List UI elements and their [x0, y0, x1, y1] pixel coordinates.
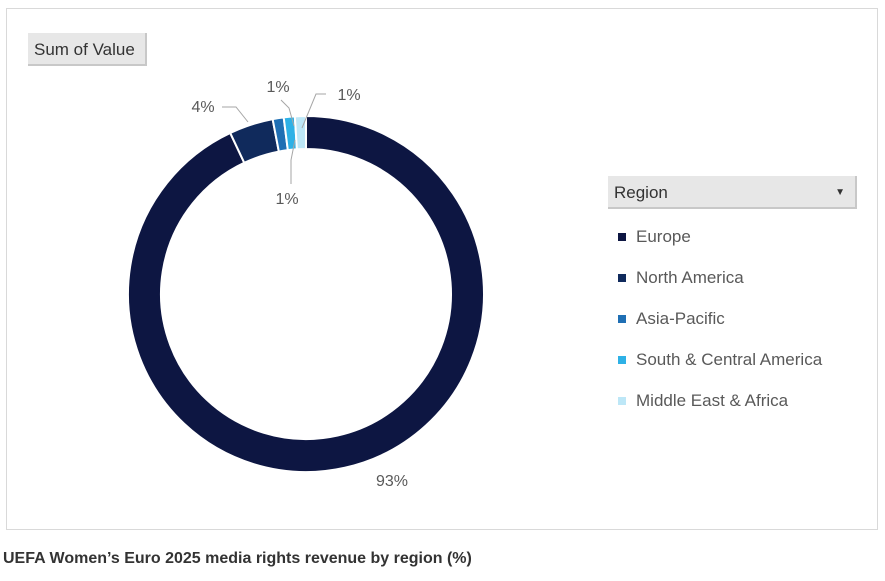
donut-slice-middle-east-africa[interactable] — [293, 114, 307, 151]
legend-label: South & Central America — [636, 349, 823, 369]
legend-swatch — [618, 273, 626, 282]
legend-label: Europe — [636, 226, 691, 246]
value-field-button[interactable]: Sum of Value — [28, 33, 147, 66]
donut-slices — [127, 114, 485, 473]
legend-item[interactable]: Middle East & Africa — [618, 380, 822, 421]
legend-item[interactable]: Europe — [618, 216, 822, 257]
leader-line — [222, 106, 249, 123]
legend-item[interactable]: South & Central America — [618, 339, 822, 380]
legend-swatch — [618, 314, 626, 323]
data-label-south-central-america: 1% — [275, 191, 298, 208]
legend: Europe North America Asia-Pacific South & C… — [618, 216, 822, 421]
data-label-europe: 93% — [376, 473, 408, 490]
dropdown-arrow-icon[interactable]: ▼ — [835, 187, 845, 198]
legend-swatch — [618, 355, 626, 364]
legend-label: North America — [636, 267, 744, 287]
data-label-asia-pacific: 1% — [266, 79, 289, 96]
data-label-north-america: 4% — [191, 99, 214, 116]
leader-line — [301, 93, 326, 129]
donut-slice-europe[interactable] — [127, 114, 485, 473]
leader-lines — [222, 93, 326, 184]
leader-line — [280, 99, 295, 127]
legend-header-label: Region — [614, 183, 668, 202]
data-labels: 93% 4% 1% 1% 1% — [191, 79, 408, 490]
legend-item[interactable]: Asia-Pacific — [618, 298, 822, 339]
leader-line — [290, 139, 296, 184]
legend-swatch — [618, 396, 626, 405]
legend-item[interactable]: North America — [618, 257, 822, 298]
legend-label: Asia-Pacific — [636, 308, 725, 328]
data-label-middle-east-africa: 1% — [337, 87, 360, 104]
legend-label: Middle East & Africa — [636, 390, 789, 410]
chart-caption: UEFA Women’s Euro 2025 media rights reve… — [3, 550, 472, 567]
legend-swatch — [618, 232, 626, 241]
legend-header-region[interactable]: Region ▼ — [608, 176, 857, 209]
donut-chart: 93% 4% 1% 1% 1% — [127, 79, 485, 490]
